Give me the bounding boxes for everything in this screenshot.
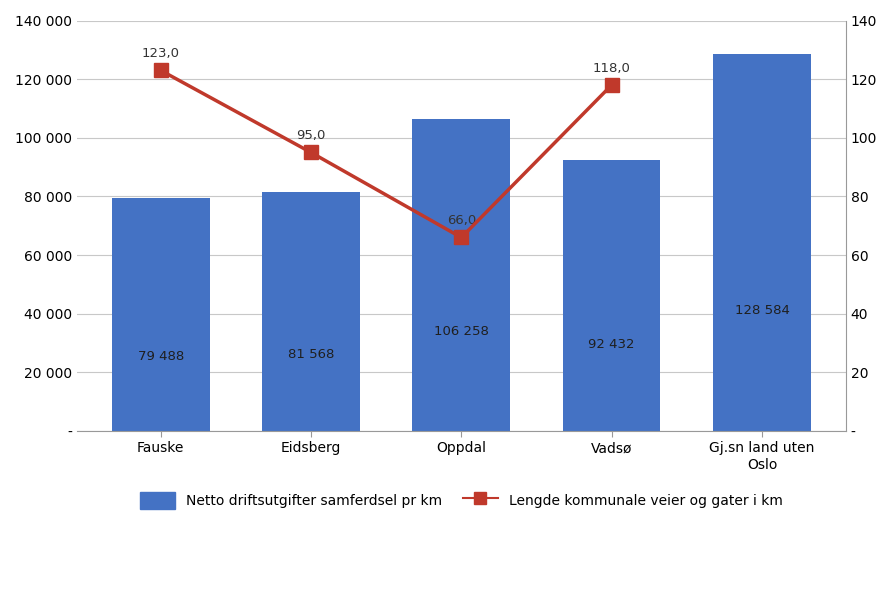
Text: 128 584: 128 584 [734,304,789,317]
Bar [112,198,210,431]
Text: 118,0: 118,0 [592,62,631,75]
Bar [563,160,660,431]
Text: 81 568: 81 568 [288,348,334,361]
Bar [713,54,811,431]
Text: 79 488: 79 488 [137,350,184,363]
Legend: Netto driftsutgifter samferdsel pr km, Lengde kommunale veier og gater i km: Netto driftsutgifter samferdsel pr km, L… [135,486,789,514]
Text: 92 432: 92 432 [589,338,635,351]
Text: 123,0: 123,0 [142,47,179,60]
Text: 66,0: 66,0 [447,214,476,227]
Text: 95,0: 95,0 [296,129,326,142]
Bar [412,120,510,431]
Bar [262,192,359,431]
Text: 106 258: 106 258 [434,325,489,338]
